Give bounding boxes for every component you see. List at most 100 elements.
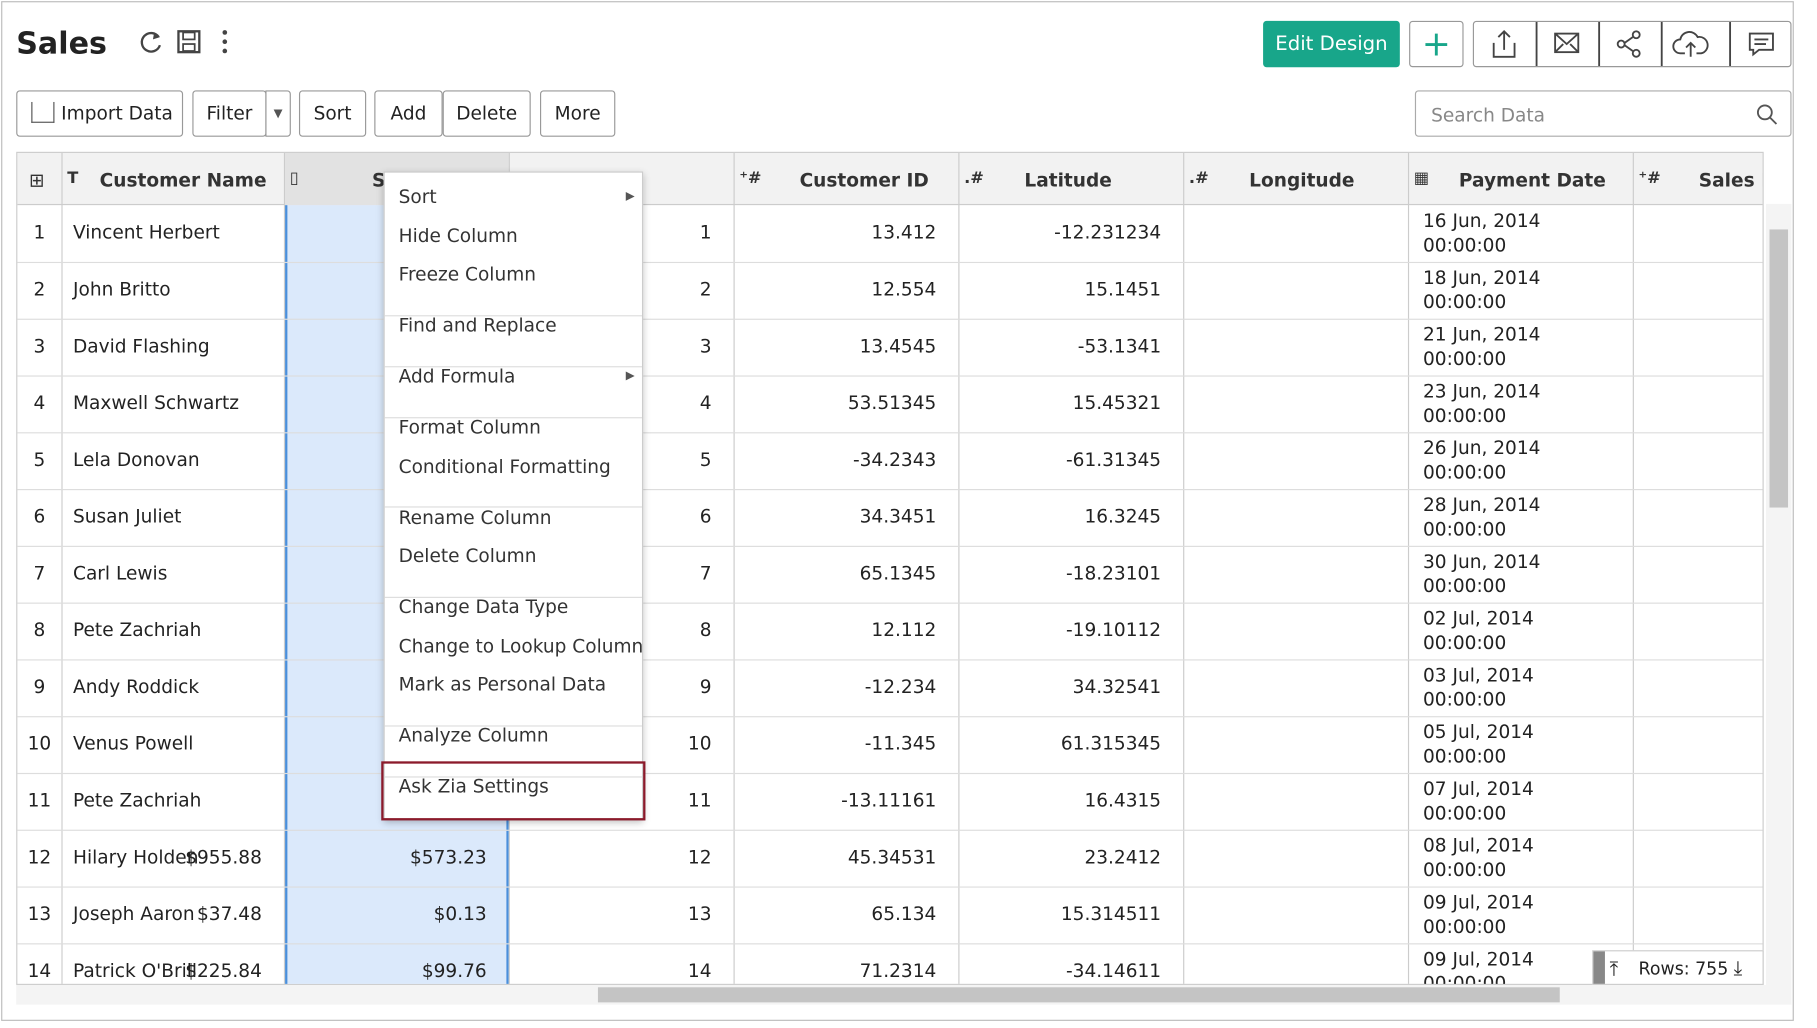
column-header[interactable]: Latitude: [1024, 172, 1111, 191]
cell[interactable]: $955.88: [185, 848, 262, 867]
cell[interactable]: $225.84: [185, 962, 262, 981]
cell[interactable]: 00:00:00: [1423, 634, 1506, 653]
cell[interactable]: 4: [700, 394, 712, 413]
cell[interactable]: 23 Jun, 2014: [1423, 382, 1540, 401]
cell[interactable]: Pete Zachriah: [73, 791, 201, 810]
column-header[interactable]: Sales I: [1699, 172, 1764, 191]
add-button[interactable]: +: [1409, 21, 1463, 67]
cell[interactable]: $37.48: [197, 905, 262, 924]
cell[interactable]: 00:00:00: [1423, 691, 1506, 710]
cell[interactable]: 16 Jun, 2014: [1423, 212, 1540, 231]
column-header[interactable]: Customer ID: [800, 172, 929, 191]
cell[interactable]: 21 Jun, 2014: [1423, 326, 1540, 345]
menu-item[interactable]: Conditional Formatting: [399, 457, 611, 476]
cell[interactable]: 28 Jun, 2014: [1423, 496, 1540, 515]
cell[interactable]: 08 Jul, 2014: [1423, 837, 1534, 856]
cell[interactable]: 12.112: [871, 621, 936, 640]
cell[interactable]: $99.76: [422, 962, 487, 981]
menu-item[interactable]: Add Formula: [399, 367, 516, 386]
cell[interactable]: $573.23: [410, 848, 487, 867]
toolbar-button[interactable]: Filter: [192, 90, 266, 136]
menu-item[interactable]: Mark as Personal Data: [399, 676, 607, 695]
cell[interactable]: 09 Jul, 2014: [1423, 893, 1534, 912]
cell[interactable]: 09 Jul, 2014: [1423, 950, 1534, 969]
cell[interactable]: Venus Powell: [73, 735, 193, 754]
cell[interactable]: 45.34531: [848, 848, 936, 867]
cell[interactable]: 53.51345: [848, 394, 936, 413]
cell[interactable]: 26 Jun, 2014: [1423, 439, 1540, 458]
edit-design-button[interactable]: Edit Design: [1263, 21, 1400, 67]
cell[interactable]: 15.1451: [1084, 280, 1161, 299]
cell[interactable]: John Britto: [73, 280, 171, 299]
cell[interactable]: 34.32541: [1073, 678, 1161, 697]
cell[interactable]: 9: [700, 678, 712, 697]
footer-handle[interactable]: [1593, 951, 1605, 983]
cell[interactable]: 14: [688, 962, 712, 981]
cell[interactable]: -34.14611: [1066, 962, 1161, 981]
filter-dropdown[interactable]: ▼: [265, 90, 290, 136]
cell[interactable]: -12.234: [865, 678, 937, 697]
toolbar-button[interactable]: Add: [374, 90, 442, 136]
cell[interactable]: 7: [700, 564, 712, 583]
cell[interactable]: 23.2412: [1084, 848, 1161, 867]
title-icons[interactable]: [137, 28, 241, 58]
cell[interactable]: Andy Roddick: [73, 678, 199, 697]
v-scrollbar[interactable]: [1766, 204, 1791, 985]
h-scrollbar[interactable]: [16, 985, 1791, 1005]
cell[interactable]: 65.1345: [860, 564, 937, 583]
column-header[interactable]: Customer Name: [100, 172, 267, 191]
h-thumb[interactable]: [598, 987, 1560, 1002]
search-box[interactable]: Search Data: [1415, 90, 1792, 136]
menu-item[interactable]: Find and Replace: [399, 316, 557, 335]
cell[interactable]: 3: [700, 337, 712, 356]
cell[interactable]: 00:00:00: [1423, 407, 1506, 426]
cell[interactable]: -13.11161: [841, 791, 936, 810]
cell[interactable]: -11.345: [865, 735, 937, 754]
cell[interactable]: 13: [688, 905, 712, 924]
cell[interactable]: 00:00:00: [1423, 350, 1506, 369]
cell[interactable]: 15.45321: [1073, 394, 1161, 413]
cell[interactable]: 11: [688, 791, 712, 810]
cell[interactable]: 1: [700, 224, 712, 243]
cell[interactable]: 13.4545: [860, 337, 937, 356]
cell[interactable]: Vincent Herbert: [73, 224, 220, 243]
cell[interactable]: 5: [700, 451, 712, 470]
cell[interactable]: -53.1341: [1078, 337, 1161, 356]
cell[interactable]: 00:00:00: [1423, 236, 1506, 255]
cell[interactable]: 34.3451: [860, 508, 937, 527]
cell[interactable]: Maxwell Schwartz: [73, 394, 239, 413]
cell[interactable]: 15.314511: [1061, 905, 1161, 924]
menu-item[interactable]: Sort: [399, 188, 437, 207]
menu-item[interactable]: Rename Column: [399, 508, 552, 527]
menu-item[interactable]: Analyze Column: [399, 727, 549, 746]
cell[interactable]: 03 Jul, 2014: [1423, 666, 1534, 685]
column-header[interactable]: Longitude: [1249, 172, 1354, 191]
cell[interactable]: David Flashing: [73, 337, 210, 356]
cell[interactable]: Carl Lewis: [73, 564, 167, 583]
cell[interactable]: 30 Jun, 2014: [1423, 553, 1540, 572]
toolbar-button[interactable]: Sort: [299, 90, 366, 136]
cell[interactable]: 8: [700, 621, 712, 640]
cell[interactable]: 00:00:00: [1423, 747, 1506, 766]
menu-item[interactable]: Format Column: [399, 418, 541, 437]
rows-down[interactable]: ⤓: [1734, 959, 1743, 979]
cell[interactable]: -12.231234: [1054, 224, 1161, 243]
cell[interactable]: 00:00:00: [1423, 918, 1506, 937]
cell[interactable]: 10: [688, 735, 712, 754]
cell[interactable]: 18 Jun, 2014: [1423, 269, 1540, 288]
toolbar-button[interactable]: Delete: [443, 90, 531, 136]
cell[interactable]: -19.10112: [1066, 621, 1161, 640]
cell[interactable]: 12: [688, 848, 712, 867]
v-thumb[interactable]: [1769, 229, 1788, 507]
cell[interactable]: 12.554: [871, 280, 936, 299]
cell[interactable]: 07 Jul, 2014: [1423, 780, 1534, 799]
cell[interactable]: $0.13: [434, 905, 487, 924]
cell[interactable]: 2: [700, 280, 712, 299]
cell[interactable]: -18.23101: [1066, 564, 1161, 583]
cell[interactable]: 00:00:00: [1423, 577, 1506, 596]
cell[interactable]: Pete Zachriah: [73, 621, 201, 640]
cell[interactable]: Patrick O'Brill: [73, 962, 197, 981]
cell[interactable]: Lela Donovan: [73, 451, 200, 470]
column-header[interactable]: Payment Date: [1459, 172, 1606, 191]
cell[interactable]: 61.315345: [1061, 735, 1161, 754]
